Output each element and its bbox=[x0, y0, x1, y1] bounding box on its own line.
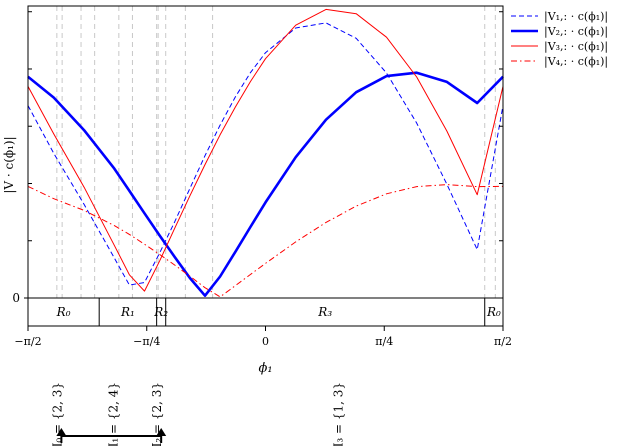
region-band: R₀ R₁ R₂ R₃ R₀ bbox=[27, 297, 504, 327]
transition-arrow bbox=[56, 428, 167, 443]
x-axis: −π/2 −π/4 0 π/4 π/2 bbox=[14, 326, 512, 348]
series-line bbox=[27, 22, 504, 286]
x-axis-label: ϕ₁ bbox=[258, 361, 272, 376]
series-line bbox=[27, 184, 504, 298]
legend-label: |V₂,: · c(ϕ₁)| bbox=[544, 25, 608, 39]
region-label: R₂ bbox=[153, 305, 168, 319]
region-label: R₃ bbox=[317, 305, 332, 319]
region-label: R₁ bbox=[120, 305, 135, 319]
legend-label: |V₄,: · c(ϕ₁)| bbox=[544, 55, 608, 69]
arrow-head bbox=[56, 428, 67, 436]
index-label: I₃ = {1, 3} bbox=[332, 382, 346, 446]
y-tick-label: 0 bbox=[12, 291, 20, 305]
legend: |V₁,: · c(ϕ₁)||V₂,: · c(ϕ₁)||V₃,: · c(ϕ₁… bbox=[511, 10, 608, 69]
x-tick-label: −π/4 bbox=[133, 335, 160, 348]
series-line bbox=[27, 8, 504, 292]
region-boundary-lines bbox=[56, 6, 496, 298]
series-lines bbox=[27, 8, 504, 298]
y-axis-label: |V · c(ϕ₁)| bbox=[2, 136, 16, 193]
y-axis: 0 bbox=[12, 11, 503, 305]
legend-label: |V₁,: · c(ϕ₁)| bbox=[544, 10, 608, 24]
region-label: R₀ bbox=[56, 305, 71, 319]
x-tick-label: −π/2 bbox=[14, 335, 41, 348]
series-line bbox=[27, 71, 504, 298]
arrow-head bbox=[156, 428, 167, 436]
x-tick-label: π/2 bbox=[494, 335, 512, 348]
arrow-path bbox=[60, 435, 163, 443]
x-tick-label: π/4 bbox=[375, 335, 393, 348]
region-label: R₀ bbox=[486, 305, 501, 319]
x-tick-label: 0 bbox=[262, 335, 269, 348]
legend-label: |V₃,: · c(ϕ₁)| bbox=[544, 40, 608, 54]
index-label: I₁ = {2, 4} bbox=[106, 382, 120, 446]
plot-frame bbox=[27, 5, 504, 299]
